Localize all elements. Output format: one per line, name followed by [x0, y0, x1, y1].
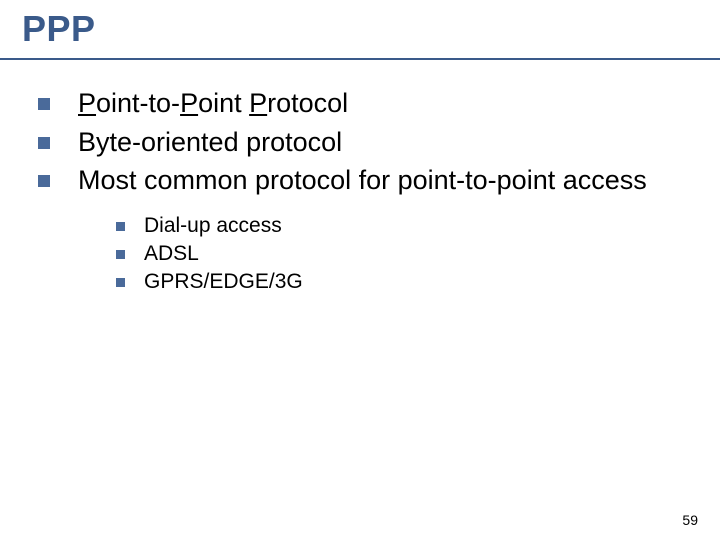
square-bullet-icon — [116, 222, 125, 231]
title-rule — [0, 58, 720, 60]
sub-list-item: ADSL — [116, 240, 690, 268]
sub-list-item-text: Dial-up access — [144, 214, 282, 237]
square-bullet-icon — [38, 98, 50, 110]
square-bullet-icon — [116, 250, 125, 259]
slide-body: Point-to-Point Protocol Byte-oriented pr… — [38, 86, 690, 297]
sub-list-item-text: ADSL — [144, 242, 199, 265]
list-item-text: Point-to-Point Protocol — [78, 88, 348, 118]
square-bullet-icon — [38, 137, 50, 149]
list-item: Point-to-Point Protocol — [38, 86, 690, 121]
slide-title: PPP — [22, 8, 96, 50]
square-bullet-icon — [116, 278, 125, 287]
square-bullet-icon — [38, 175, 50, 187]
list-item-text: Most common protocol for point-to-point … — [78, 165, 647, 195]
sub-list-item: GPRS/EDGE/3G — [116, 268, 690, 296]
list-item-text: Byte-oriented protocol — [78, 127, 342, 157]
slide: PPP Point-to-Point Protocol Byte-oriente… — [0, 0, 720, 540]
list-item: Byte-oriented protocol — [38, 125, 690, 160]
page-number: 59 — [682, 512, 698, 528]
sub-list: Dial-up access ADSL GPRS/EDGE/3G — [38, 212, 690, 297]
sub-list-item-text: GPRS/EDGE/3G — [144, 270, 303, 293]
sub-list-item: Dial-up access — [116, 212, 690, 240]
list-item: Most common protocol for point-to-point … — [38, 163, 690, 198]
